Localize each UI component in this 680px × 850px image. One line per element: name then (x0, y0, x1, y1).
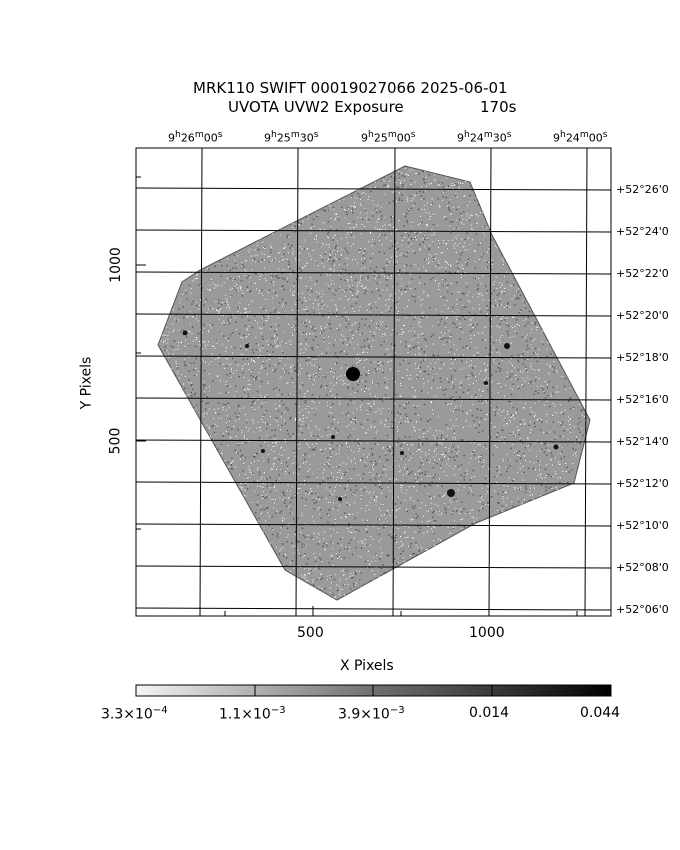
dec-label: +52°22'0 (616, 267, 669, 280)
dec-label: +52°10'0 (616, 519, 669, 532)
source (331, 435, 335, 439)
x-axis-label: X Pixels (340, 658, 394, 674)
dec-label: +52°20'0 (616, 309, 669, 322)
source (261, 449, 265, 453)
dec-label: +52°18'0 (616, 351, 669, 364)
dec-label: +52°12'0 (616, 477, 669, 490)
colorbar-label: 1.1×10−3 (219, 705, 286, 723)
chart-subtitle: UVOTA UVW2 Exposure (228, 98, 404, 116)
bright-source (346, 367, 360, 381)
dec-label: +52°06'0 (616, 603, 669, 616)
dec-label: +52°24'0 (616, 225, 669, 238)
chart-title: MRK110 SWIFT 00019027066 2025-06-01 (193, 79, 508, 97)
dec-label: +52°26'0 (616, 183, 669, 196)
source (182, 330, 188, 336)
colorbar-label: 0.014 (469, 705, 510, 721)
source (338, 497, 342, 501)
source (245, 344, 249, 348)
colorbar-label: 0.044 (580, 705, 621, 721)
ra-label: 9h26m00s (168, 129, 223, 145)
dec-label: +52°16'0 (616, 393, 669, 406)
colorbar-label: 3.9×10−3 (338, 705, 405, 723)
ra-label: 9h24m00s (553, 129, 608, 145)
colorbar-label: 3.3×10−4 (101, 705, 168, 723)
ra-label: 9h24m30s (457, 129, 512, 145)
source (447, 489, 455, 497)
x-tick-label: 500 (297, 625, 324, 641)
sources-layer (182, 330, 559, 501)
y-axis-label: Y Pixels (78, 356, 95, 410)
coordinate-grid (135, 147, 612, 617)
exposure-time: 170s (480, 98, 517, 116)
x-tick-label: 1000 (469, 625, 505, 641)
plot-frame (135, 147, 612, 617)
ra-label: 9h25m30s (264, 129, 319, 145)
source (400, 451, 404, 455)
ra-label: 9h25m00s (361, 129, 416, 145)
y-tick-label: 1000 (107, 247, 124, 283)
pixel-ticks (136, 176, 578, 616)
dec-label: +52°14'0 (616, 435, 669, 448)
source (504, 343, 510, 349)
colorbar (135, 684, 612, 697)
exposure-footprint (157, 165, 591, 601)
source (553, 444, 559, 450)
dec-label: +52°08'0 (616, 561, 669, 574)
noise-texture-light (158, 166, 590, 600)
y-tick-label: 500 (107, 427, 124, 455)
source (484, 381, 488, 385)
